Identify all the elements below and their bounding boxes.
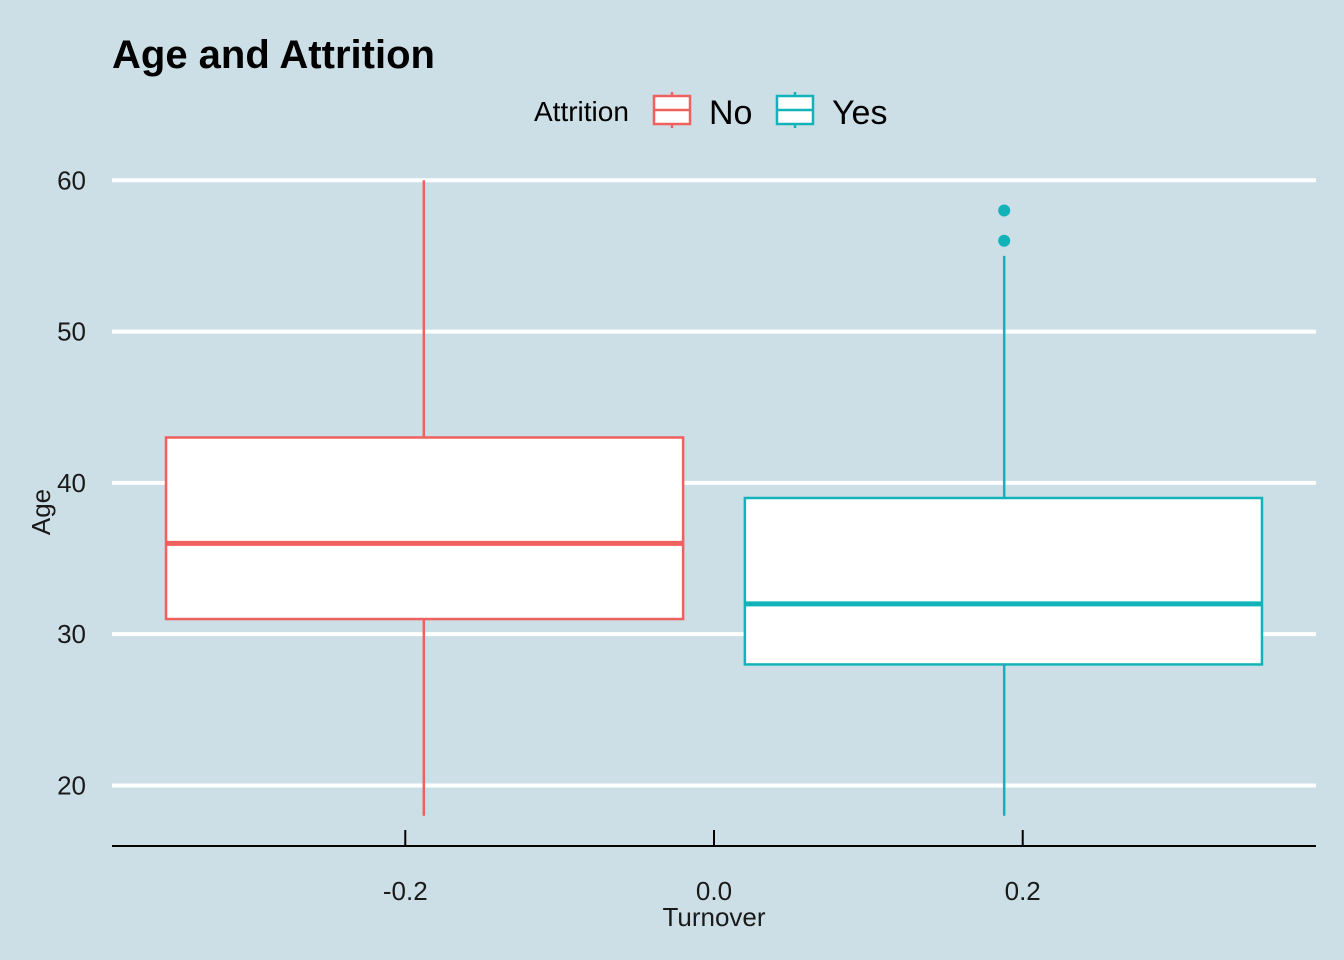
legend-key-yes bbox=[775, 92, 815, 128]
x-axis-title: Turnover bbox=[662, 902, 765, 932]
boxplots bbox=[164, 180, 1264, 816]
y-tick-label: 30 bbox=[57, 619, 86, 649]
legend-title: Attrition bbox=[534, 96, 629, 127]
x-tick-label: 0.0 bbox=[696, 876, 732, 906]
y-tick-label: 40 bbox=[57, 468, 86, 498]
legend-key-no bbox=[652, 92, 692, 128]
y-tick-label: 50 bbox=[57, 317, 86, 347]
y-tick-label: 60 bbox=[57, 165, 86, 195]
legend: Attrition No Yes bbox=[534, 92, 887, 132]
x-tick-label: 0.2 bbox=[1005, 876, 1041, 906]
outlier-point bbox=[998, 234, 1011, 247]
y-tick-label: 20 bbox=[57, 770, 86, 800]
legend-label-yes: Yes bbox=[832, 94, 887, 132]
legend-label-no: No bbox=[709, 94, 752, 132]
box bbox=[164, 436, 685, 621]
box bbox=[743, 496, 1264, 666]
x-tick-label: -0.2 bbox=[383, 876, 428, 906]
outlier-point bbox=[998, 204, 1011, 217]
boxplot-no bbox=[164, 180, 685, 816]
axes: 20 30 40 50 60 -0.2 0.0 0.2 bbox=[57, 165, 1316, 906]
boxplot-yes bbox=[743, 204, 1264, 816]
chart-title: Age and Attrition bbox=[112, 33, 435, 77]
y-axis-title: Age bbox=[26, 489, 56, 535]
